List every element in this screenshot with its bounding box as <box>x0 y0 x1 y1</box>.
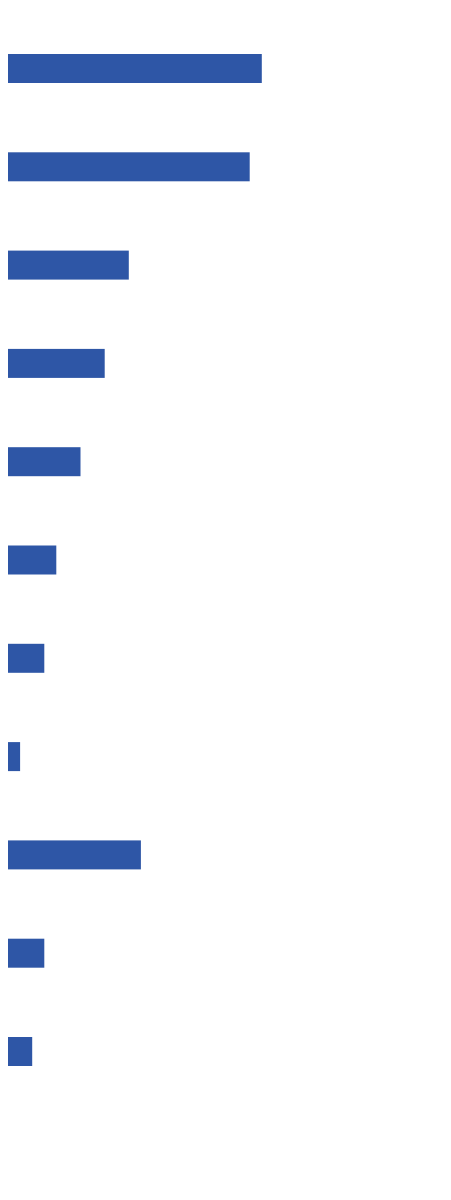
bar-9 <box>8 840 141 870</box>
bar-4 <box>8 348 105 378</box>
bar-7 <box>8 643 45 673</box>
bar-11 <box>8 1037 33 1066</box>
bar-8 <box>8 742 21 772</box>
bar-5 <box>8 447 81 477</box>
bar-10 <box>8 938 45 968</box>
bar-3 <box>8 250 129 280</box>
bars-group <box>8 54 262 1066</box>
bar-6 <box>8 545 57 575</box>
bar-2 <box>8 152 250 182</box>
bar-1 <box>8 54 262 83</box>
